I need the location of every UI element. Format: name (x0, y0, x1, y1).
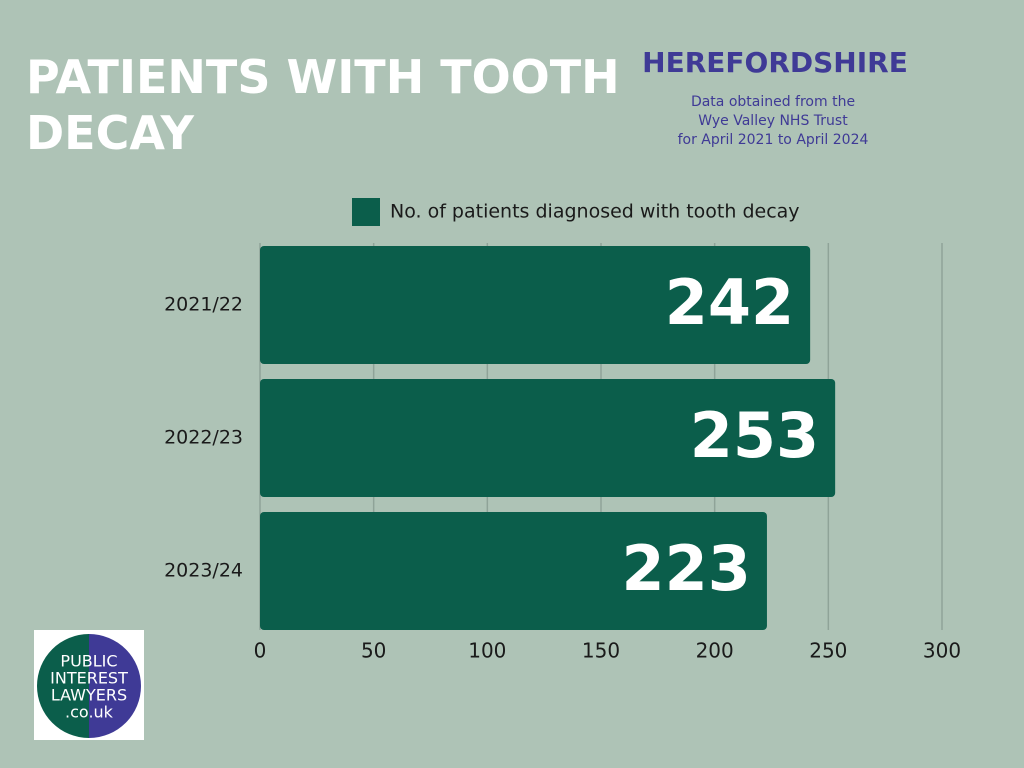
logo-left (37, 634, 89, 738)
subtitle: Wye Valley NHS Trust (698, 113, 848, 129)
x-tick-label: 100 (468, 639, 506, 663)
x-tick-label: 150 (582, 639, 620, 663)
region: HEREFORDSHIRE (642, 46, 908, 79)
bar (260, 379, 836, 497)
y-tick-label: 2022/23 (164, 427, 243, 449)
subtitle: Data obtained from the (691, 94, 855, 110)
logo-right (89, 634, 141, 738)
logo-text: LAWYERS (51, 686, 127, 705)
bar (260, 246, 811, 364)
x-tick-label: 0 (254, 639, 267, 663)
logo-text: INTEREST (50, 669, 128, 688)
x-tick-label: 300 (923, 639, 961, 663)
subtitle: for April 2021 to April 2024 (678, 132, 869, 148)
value-label: 242 (665, 266, 794, 339)
value-label: 223 (622, 532, 751, 605)
bar (260, 512, 767, 630)
y-tick-label: 2021/22 (164, 294, 243, 316)
logo-text: PUBLIC (60, 652, 117, 671)
x-tick-label: 50 (361, 639, 386, 663)
legend-label: No. of patients diagnosed with tooth dec… (390, 201, 800, 223)
x-tick-label: 200 (696, 639, 734, 663)
logo-text: .co.uk (65, 703, 114, 722)
x-tick-label: 250 (809, 639, 847, 663)
value-label: 253 (690, 399, 819, 472)
y-tick-label: 2023/24 (164, 560, 243, 582)
legend-swatch (352, 198, 380, 226)
chart-title: PATIENTS WITH TOOTH DECAY (26, 50, 620, 160)
